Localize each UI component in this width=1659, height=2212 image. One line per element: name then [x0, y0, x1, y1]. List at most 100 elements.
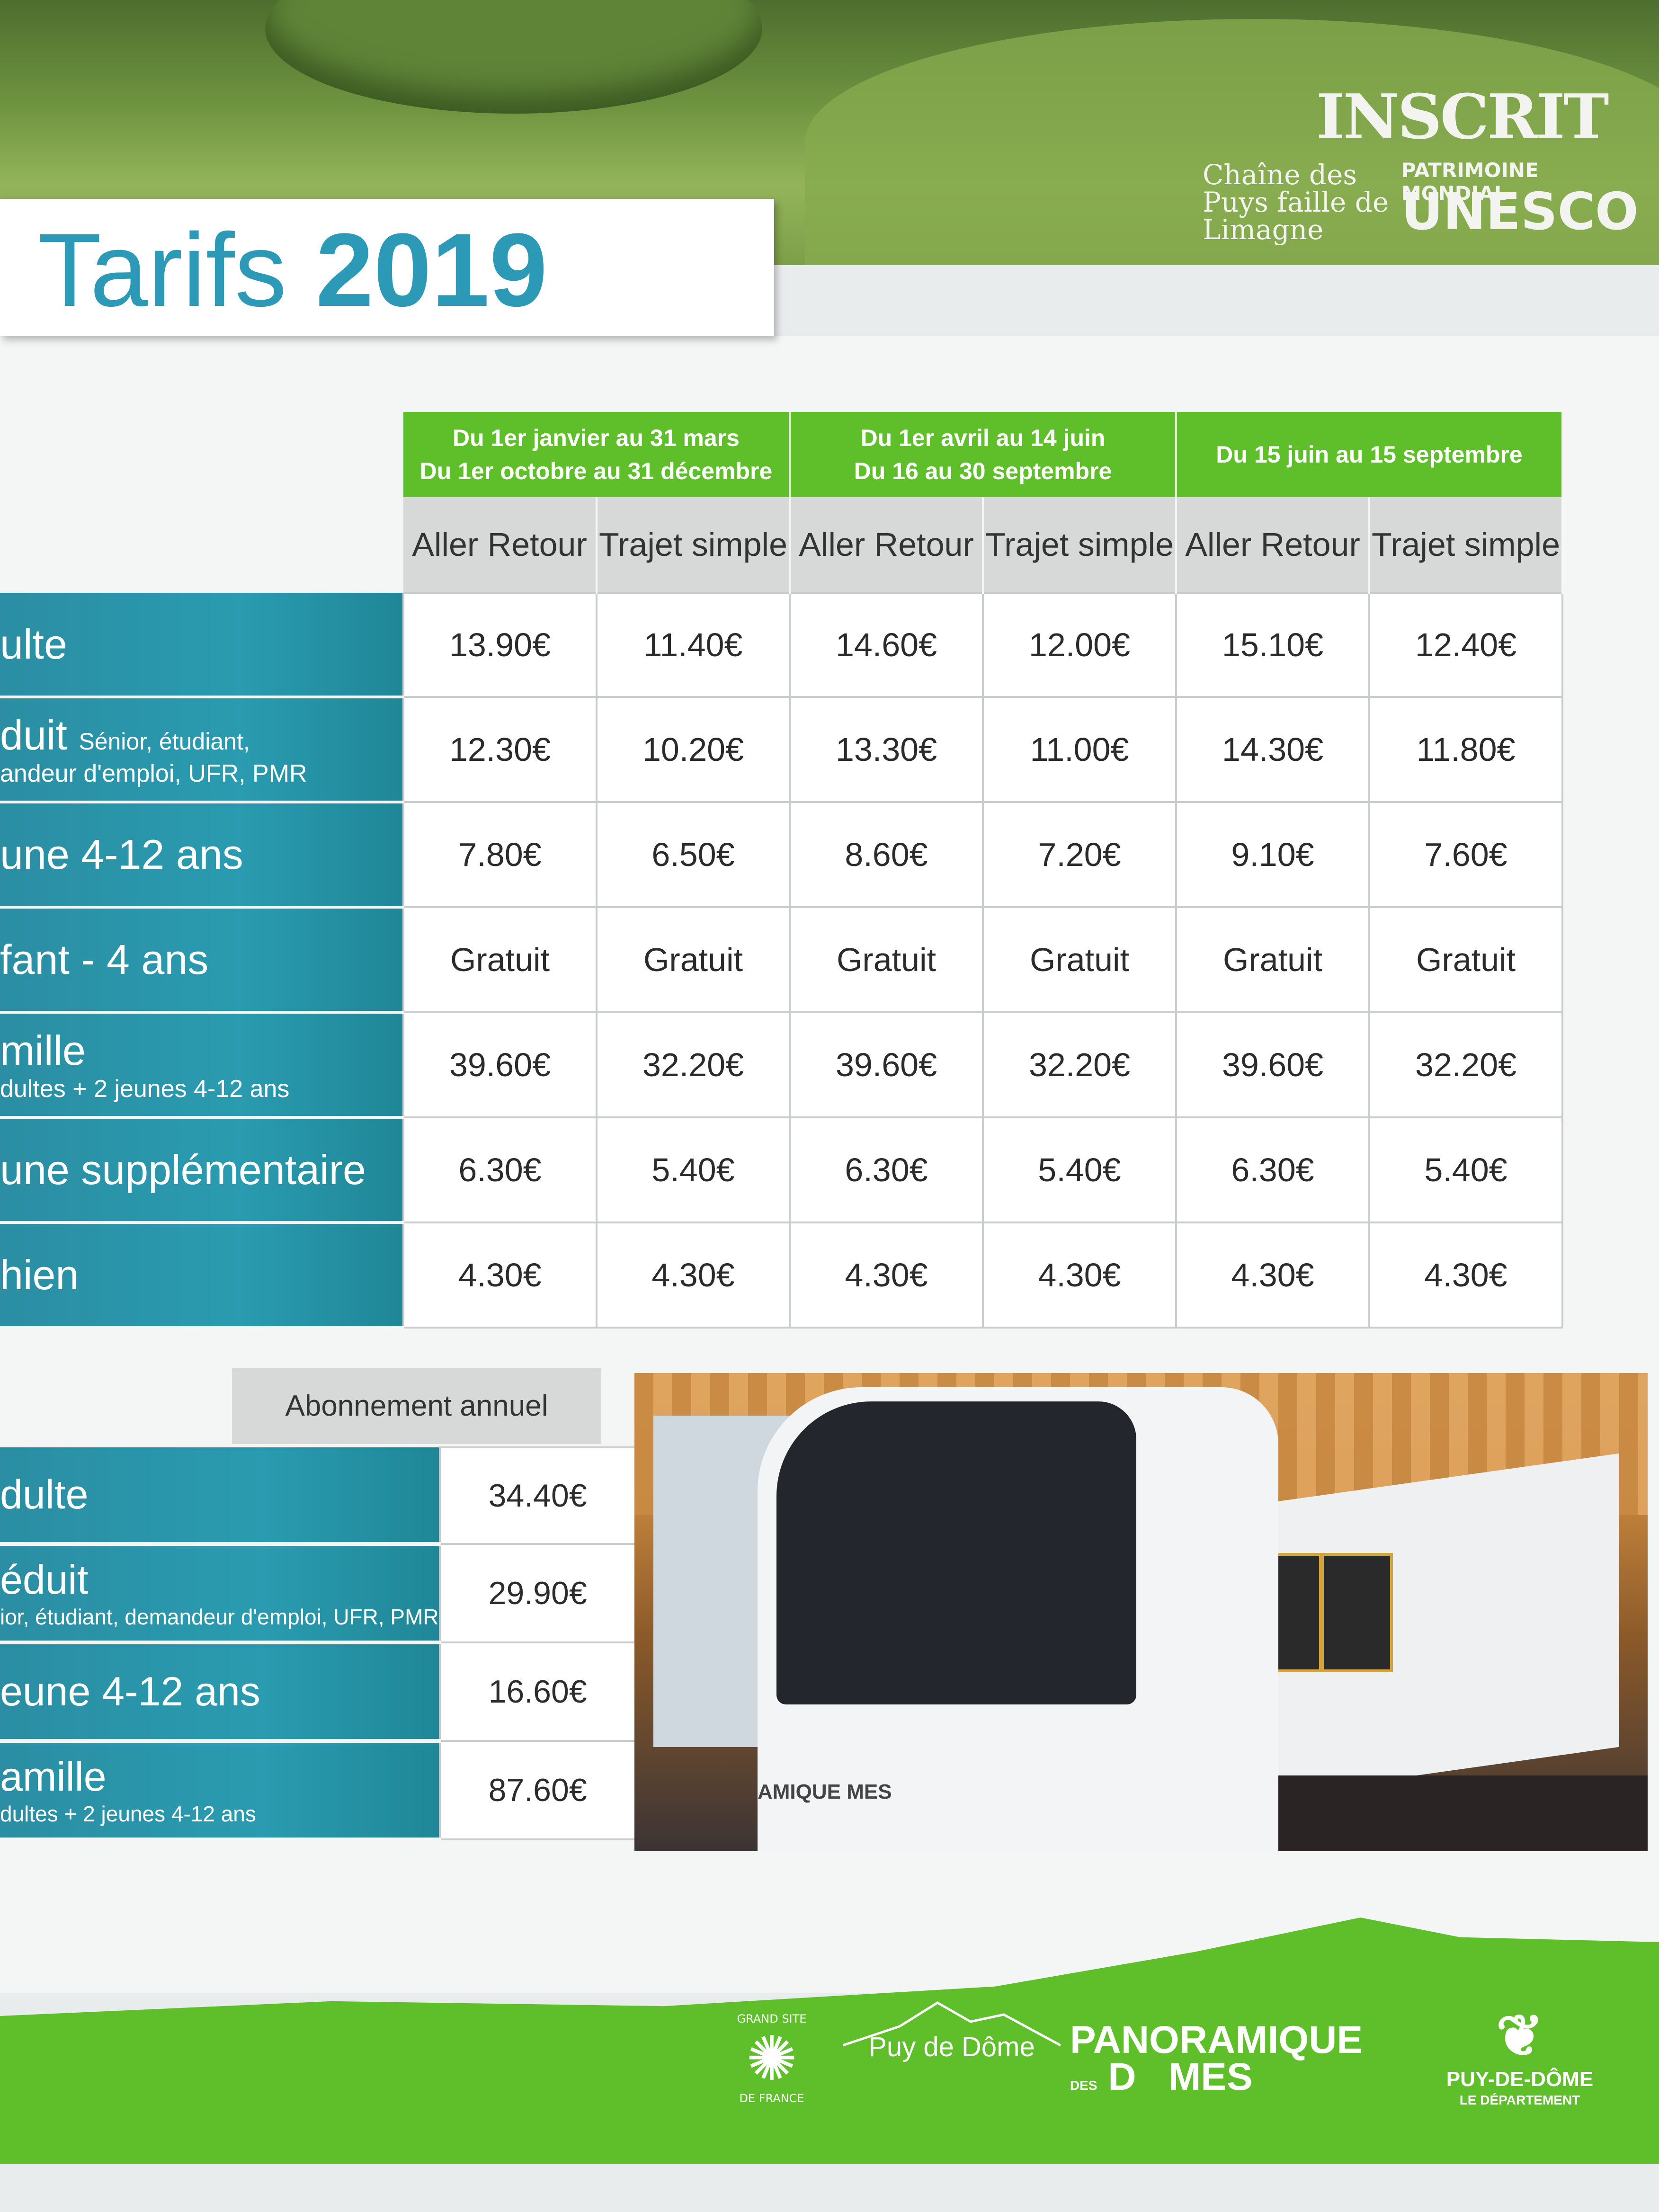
price-cell: 6.30€: [1175, 1116, 1370, 1223]
fare-category-detail: Sénior, étudiant,: [79, 728, 250, 755]
fare-category-name: hien: [0, 1251, 79, 1298]
fare-row-label: mille dultes + 2 jeunes 4-12 ans: [0, 1012, 403, 1119]
subscription-row-label: éduit ior, étudiant, demandeur d'emploi, …: [0, 1544, 440, 1644]
price-cell: 12.00€: [982, 592, 1177, 698]
price-cell: 11.80€: [1368, 696, 1563, 803]
subscription-header: Abonnement annuel: [232, 1368, 601, 1444]
subscription-price: 87.60€: [438, 1740, 637, 1840]
price-cell: 13.90€: [402, 592, 598, 698]
volcano-crater: [265, 0, 762, 114]
fare-row-label: fant - 4 ans: [0, 907, 403, 1014]
train-windshield: [776, 1401, 1136, 1704]
fare-rows: ulte 13.90€ 11.40€ 14.60€ 12.00€ 15.10€ 12.40€…: [0, 592, 1563, 1329]
fare-row-label: duit Sénior, étudiant, andeur d'emploi, U…: [0, 697, 403, 803]
fare-category: une 4-12 ans: [0, 830, 402, 879]
price-cell: 7.80€: [402, 801, 598, 908]
fare-category-name: fant - 4 ans: [0, 936, 209, 983]
train-photo: AMIQUE MES: [634, 1373, 1648, 1851]
price-cell: 4.30€: [402, 1222, 598, 1329]
period-line: Du 1er avril au 14 juin: [860, 425, 1106, 451]
title-box: Tarifs 2019: [0, 199, 774, 336]
subheader-aller-retour: Aller Retour: [790, 497, 984, 593]
fare-row-label: une supplémentaire: [0, 1117, 403, 1224]
departement-sub: LE DÉPARTEMENT: [1459, 2093, 1580, 2107]
price-cell: 32.20€: [982, 1011, 1177, 1118]
period-line: Du 16 au 30 septembre: [854, 458, 1112, 484]
train-logo-text: AMIQUE MES: [758, 1780, 892, 1803]
unesco-chaine: Chaîne des Puys faille de Limagne: [1203, 159, 1389, 246]
period-line: Du 1er janvier au 31 mars: [453, 425, 740, 451]
price-cell: 39.60€: [789, 1011, 984, 1118]
price-cell: Gratuit: [1175, 906, 1370, 1013]
subscription-row: eune 4-12 ans 16.60€: [0, 1641, 637, 1743]
fare-row: mille dultes + 2 jeunes 4-12 ans 39.60€ 32.…: [0, 1011, 1563, 1119]
subscription-category: dulte: [0, 1472, 89, 1517]
subscription-row-label: amille dultes + 2 jeunes 4-12 ans: [0, 1741, 440, 1841]
unesco-patrimoine: PATRIMOINE MONDIAL: [1401, 159, 1539, 205]
subscription-table: dulte 34.40€ éduit ior, étudiant, demandeur…: [0, 1446, 637, 1841]
subheader-aller-retour: Aller Retour: [403, 497, 598, 593]
period-header-low: Du 1er janvier au 31 mars Du 1er octobre…: [403, 412, 791, 497]
departement-name: PUY-DE-DÔME: [1446, 2068, 1594, 2091]
subheader-trajet-simple: Trajet simple: [1369, 497, 1563, 593]
unesco-word: UNESCO: [1401, 182, 1639, 241]
price-cell: 32.20€: [596, 1011, 791, 1118]
price-cell: Gratuit: [596, 906, 791, 1013]
pano-d: D: [1108, 2055, 1136, 2098]
title-word: Tarifs: [38, 212, 287, 328]
table-corner: [0, 497, 403, 593]
pano-line-2: DES D MES: [1070, 2058, 1363, 2104]
subscription-category: eune 4-12 ans: [0, 1668, 260, 1714]
subscription-price: 16.60€: [438, 1641, 637, 1742]
fare-row-label: hien: [0, 1222, 403, 1329]
subheader-aller-retour: Aller Retour: [1176, 497, 1370, 593]
fare-category: duit Sénior, étudiant,: [0, 711, 402, 759]
price-cell: 11.40€: [596, 592, 791, 698]
pano-line-1: PANORAMIQUE: [1070, 2021, 1363, 2060]
fare-category: une supplémentaire: [0, 1146, 402, 1194]
price-cell: 39.60€: [402, 1011, 598, 1118]
price-cell: 39.60€: [1175, 1011, 1370, 1118]
price-cell: 5.40€: [596, 1116, 791, 1223]
price-cell: 7.20€: [982, 801, 1177, 908]
fare-row-label: ulte: [0, 593, 403, 698]
fare-row: duit Sénior, étudiant, andeur d'emploi, U…: [0, 696, 1563, 803]
subscription-row-label: eune 4-12 ans: [0, 1642, 440, 1743]
fare-category-name: une 4-12 ans: [0, 831, 243, 878]
fare-category-note: dultes + 2 jeunes 4-12 ans: [0, 1075, 290, 1103]
subheader-trajet-simple: Trajet simple: [597, 497, 791, 593]
unesco-badge: INSCRIT Chaîne des Puys faille de Limagn…: [1203, 71, 1639, 246]
price-cell: 13.30€: [789, 696, 984, 803]
fare-category-name: duit: [0, 712, 67, 758]
price-cell: 4.30€: [1175, 1222, 1370, 1329]
fare-category-name: ulte: [0, 620, 67, 668]
puy-de-dome-label: Puy de Dôme: [868, 2032, 1035, 2062]
price-cell: 10.20€: [596, 696, 791, 803]
subscription-category-note: ior, étudiant, demandeur d'emploi, UFR, …: [0, 1604, 439, 1629]
unesco-inscrit: INSCRIT: [1316, 80, 1609, 153]
grand-site-logo: GRAND SITE ✺ DE FRANCE: [729, 2012, 814, 2105]
title-year: 2019: [315, 212, 548, 328]
fare-category: mille: [0, 1026, 402, 1075]
subscription-rows: dulte 34.40€ éduit ior, étudiant, demandeur…: [0, 1446, 637, 1841]
fare-row: fant - 4 ans Gratuit Gratuit Gratuit Gratuit…: [0, 906, 1563, 1014]
departement-logo: ❦ PUY-DE-DÔME LE DÉPARTEMENT: [1439, 2003, 1600, 2111]
price-cell: 14.60€: [789, 592, 984, 698]
fare-row: une 4-12 ans 7.80€ 6.50€ 8.60€ 7.20€ 9.10€ 7.6…: [0, 801, 1563, 909]
fares-table: Du 1er janvier au 31 mars Du 1er octobre…: [0, 412, 1563, 1329]
panoramique-des-domes-logo: PANORAMIQUE DES D MES: [1070, 2021, 1363, 2104]
price-cell: 11.00€: [982, 696, 1177, 803]
fare-category-note: andeur d'emploi, UFR, PMR: [0, 760, 307, 787]
page-title: Tarifs 2019: [38, 218, 547, 322]
fare-category-name: mille: [0, 1027, 86, 1074]
subscription-row-label: dulte: [0, 1447, 440, 1546]
grand-site-icon: ✺: [746, 2023, 798, 2095]
price-cell: 6.30€: [789, 1116, 984, 1223]
price-cell: Gratuit: [982, 906, 1177, 1013]
price-cell: 4.30€: [789, 1222, 984, 1329]
price-cell: 5.40€: [982, 1116, 1177, 1223]
price-cell: 5.40€: [1368, 1116, 1563, 1223]
fare-row: hien 4.30€ 4.30€ 4.30€ 4.30€ 4.30€ 4.30€: [0, 1222, 1563, 1329]
pano-rest: RAMIQUE: [1179, 2018, 1363, 2061]
pano-des: DES: [1070, 2078, 1097, 2093]
